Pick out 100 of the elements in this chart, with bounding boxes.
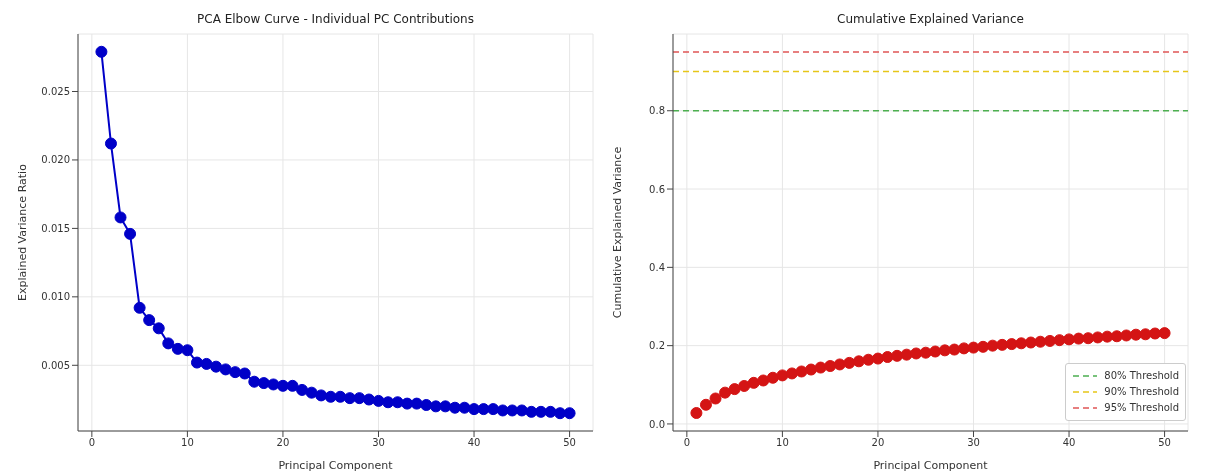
point [1015,337,1028,350]
point [938,344,951,357]
point [843,356,856,369]
point [391,396,404,409]
point [1005,338,1018,351]
point [900,348,913,361]
x-tick-label: 0 [683,437,691,449]
point [248,375,261,388]
x-tick-label: 30 [967,437,980,449]
legend-label: 95% Threshold [1104,401,1179,415]
point [353,392,366,405]
legend-label: 90% Threshold [1104,385,1179,399]
point [757,374,770,387]
point [1072,332,1085,345]
x-tick-label: 10 [776,437,789,449]
x-tick-label: 40 [467,437,481,449]
point [709,392,722,405]
y-tick-label: 0.005 [41,359,70,371]
point [114,211,127,224]
point [372,394,385,407]
point [1091,331,1104,344]
x-tick-label: 10 [181,437,194,449]
point [544,405,557,418]
point [296,383,309,396]
x-tick-label: 30 [372,437,385,449]
point [210,360,223,373]
y-tick-label: 0.010 [41,291,70,303]
point [1139,328,1152,341]
point [1024,336,1037,349]
point [719,386,732,399]
x-tick-label: 20 [276,437,290,449]
chart-title: PCA Elbow Curve - Individual PC Contributions [196,12,475,26]
point [728,383,741,396]
point [881,351,894,363]
y-axis-title: Cumulative Explained Variance [610,146,624,319]
point [343,392,356,405]
point [814,361,827,374]
x-tick-label: 50 [1158,437,1171,449]
x-axis-title: Principal Component [278,459,394,472]
y-tick-label: 0.015 [41,222,70,234]
point [181,344,194,357]
y-tick-label: 0.020 [41,154,70,166]
point [439,400,452,413]
point [795,365,808,378]
point [957,342,970,355]
point [171,342,184,355]
point [1158,327,1171,340]
point [104,137,117,150]
y-tick-label: 0.8 [649,105,665,117]
point [1120,329,1133,342]
point [190,356,203,369]
point [276,379,289,392]
point [766,371,779,384]
y-tick-label: 0.0 [649,418,665,430]
x-tick-label: 0 [88,437,96,449]
point [429,400,442,413]
point [929,345,942,358]
point [286,379,299,392]
point [315,389,328,402]
point [948,343,961,356]
point [1043,334,1056,347]
point [563,407,576,420]
legend-label: 80% Threshold [1104,369,1179,383]
point [1129,328,1142,341]
x-tick-label: 40 [1062,437,1076,449]
point [152,322,165,335]
point [699,398,712,411]
point [124,227,137,240]
point [967,341,980,354]
point [238,367,251,380]
point [824,360,837,373]
point [162,337,175,350]
y-tick-label: 0.4 [649,261,665,273]
point [305,386,318,399]
point [785,367,798,380]
point [1053,334,1066,347]
point [219,363,232,376]
point [747,376,760,389]
y-axis-title: Explained Variance Ratio [15,163,29,301]
point [690,406,703,419]
point [738,379,751,392]
point [986,339,999,352]
point [143,314,156,327]
point [833,358,846,371]
point [420,398,433,411]
y-tick-label: 0.6 [649,183,665,195]
point [257,377,270,390]
point [862,353,875,366]
point [334,390,347,403]
point [448,401,461,414]
point [362,393,375,406]
point [871,352,884,365]
x-tick-label: 20 [871,437,885,449]
point [458,401,471,414]
y-tick-label: 0.2 [649,340,665,352]
point [852,355,865,368]
point [200,357,213,370]
point [1110,330,1123,343]
point [267,378,280,391]
point [776,369,789,382]
